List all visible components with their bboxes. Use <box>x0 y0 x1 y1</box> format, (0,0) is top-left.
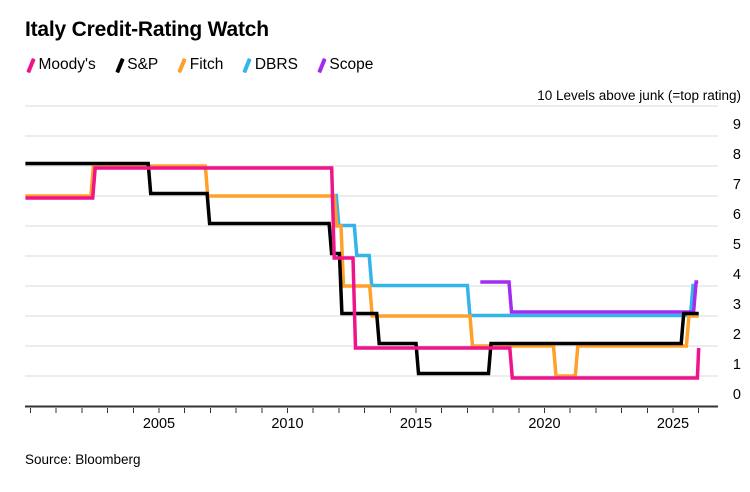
x-axis-tick-label: 2010 <box>271 416 303 432</box>
legend-item-scope: Scope <box>316 56 373 74</box>
legend-label: Scope <box>329 56 374 73</box>
legend-item-sp: S&P <box>114 56 159 74</box>
legend-label: Fitch <box>189 56 224 73</box>
y-axis-tick-label: 2 <box>733 327 741 343</box>
x-axis-tick-label: 2015 <box>400 416 432 432</box>
series-line-sp <box>25 161 699 376</box>
y-axis-tick-label: 0 <box>733 387 741 403</box>
legend-label: DBRS <box>254 56 298 73</box>
x-axis-tick-label: 2025 <box>657 416 689 432</box>
legend-item-dbrs: DBRS <box>241 56 298 74</box>
legend: Moody's S&P Fitch DBRS Scope <box>25 56 373 74</box>
y-axis-tick-label: 9 <box>733 117 741 133</box>
y-axis-unit-label: 10 Levels above junk (=top rating) <box>537 88 741 103</box>
y-axis-tick-label: 1 <box>733 357 741 373</box>
y-axis-tick-label: 5 <box>733 237 741 253</box>
y-axis-tick-label: 6 <box>733 207 741 223</box>
y-axis-tick-label: 4 <box>733 267 741 283</box>
series-line-moodys <box>25 166 701 380</box>
x-axis-tick-label: 2020 <box>528 416 560 432</box>
legend-item-moodys: Moody's <box>25 56 96 74</box>
source-credit: Source: Bloomberg <box>25 452 141 467</box>
x-axis-tick-label: 2005 <box>143 416 175 432</box>
series-line-scope <box>480 280 699 314</box>
legend-item-fitch: Fitch <box>176 56 223 74</box>
legend-label: Moody's <box>38 56 96 73</box>
chart-title: Italy Credit-Rating Watch <box>25 18 269 41</box>
y-axis-tick-label: 3 <box>733 297 741 313</box>
series-line-fitch <box>25 164 699 378</box>
y-axis-tick-label: 8 <box>733 147 741 163</box>
legend-label: S&P <box>127 56 159 73</box>
y-axis-tick-label: 7 <box>733 177 741 193</box>
